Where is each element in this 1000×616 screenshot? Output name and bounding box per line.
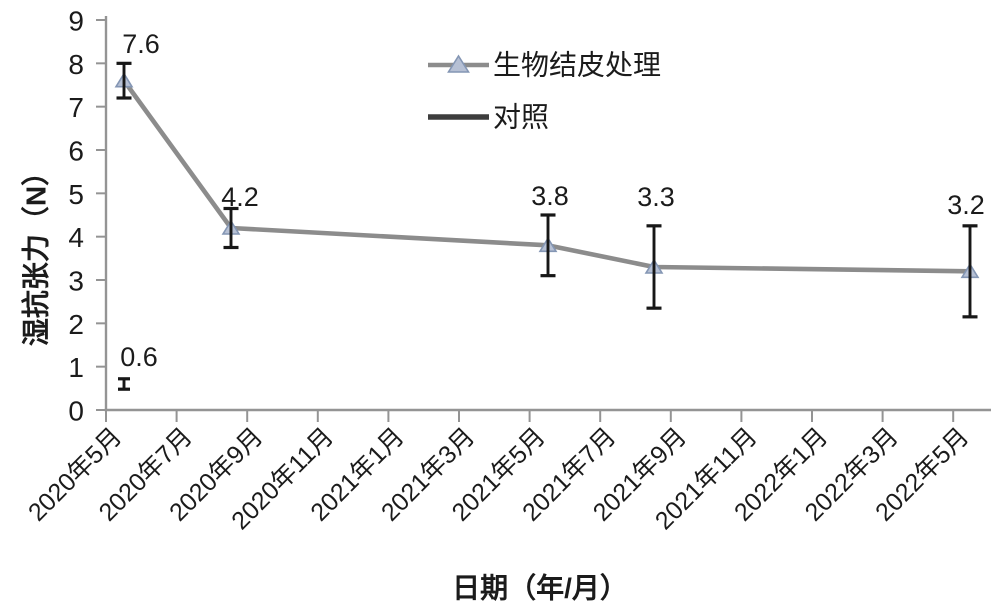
treatment-error-bar [646, 224, 662, 310]
y-tick-label: 7 [68, 92, 84, 123]
y-tick-label: 8 [68, 49, 84, 80]
y-tick-label: 5 [68, 179, 84, 210]
legend-control-label: 对照 [493, 102, 549, 133]
data-value-label: 7.6 [122, 29, 160, 59]
legend-treatment-label: 生物结皮处理 [493, 50, 661, 81]
y-tick-label: 6 [68, 136, 84, 167]
y-tick-label: 4 [68, 222, 84, 253]
treatment-error-bar [540, 213, 556, 278]
data-value-label: 3.3 [637, 182, 675, 212]
y-axis-title: 湿抗张力（N） [20, 158, 52, 346]
treatment-error-bar [223, 206, 239, 250]
data-value-label: 3.8 [531, 181, 569, 211]
data-value-label: 0.6 [120, 342, 158, 372]
data-value-label: 4.2 [221, 182, 259, 212]
data-value-label: 3.2 [947, 190, 985, 220]
legend-treatment-marker [447, 54, 470, 73]
treatment-error-bar [116, 61, 132, 100]
x-axis-title: 日期（年/月） [452, 572, 628, 604]
y-tick-label: 1 [68, 352, 84, 383]
control-error-bar [118, 377, 130, 391]
y-tick-label: 0 [68, 396, 84, 427]
y-tick-label: 3 [68, 266, 84, 297]
y-tick-label: 2 [68, 309, 84, 340]
y-tick-label: 9 [68, 6, 84, 37]
treatment-error-bar [962, 224, 978, 319]
